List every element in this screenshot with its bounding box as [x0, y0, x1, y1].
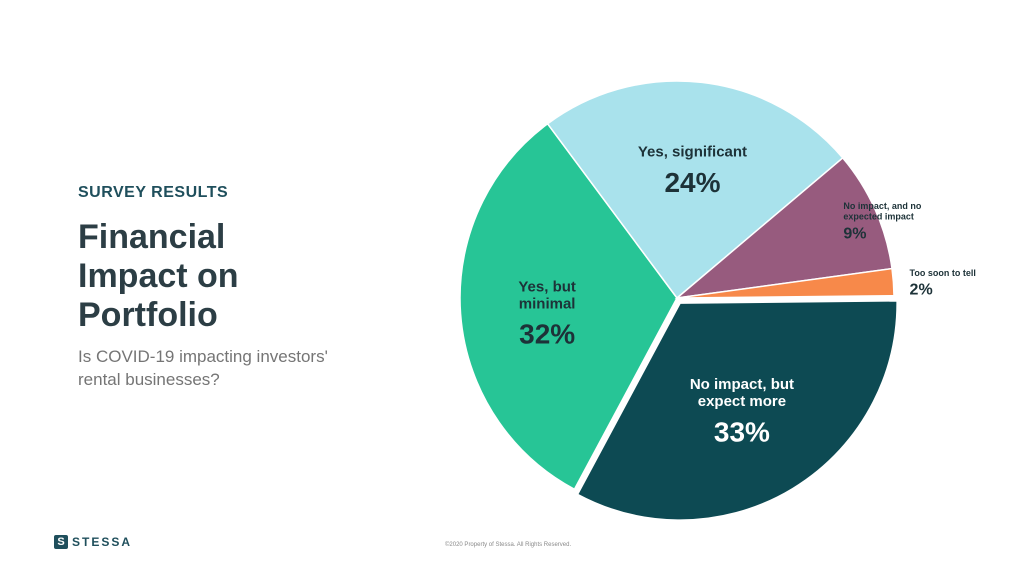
- slice-percent-0: 33%: [714, 416, 770, 447]
- pie-slice-2: [546, 80, 844, 300]
- subtitle: Is COVID-19 impacting investors' rental …: [78, 347, 328, 389]
- slice-label-2: Yes, significant 24%: [638, 144, 747, 198]
- slice-percent-2: 24%: [664, 167, 720, 198]
- slice-category-2-line-0: Yes, significant: [638, 144, 747, 161]
- brand-name: STESSA: [72, 535, 133, 549]
- kicker: SURVEY RESULTS: [78, 184, 229, 201]
- slice-category-4-line-0: Too soon to tell: [910, 268, 976, 278]
- title-line-1: Financial: [78, 218, 226, 256]
- slice-percent-1: 32%: [519, 319, 575, 350]
- title-block: SURVEY RESULTS Financial Impact on Portf…: [78, 184, 408, 391]
- slice-category-3-line-0: No impact, and no: [843, 201, 922, 211]
- pie-slice-1: [459, 122, 678, 491]
- page-title: Financial Impact on Portfolio: [78, 218, 408, 335]
- slice-label-4: Too soon to tell 2%: [910, 268, 976, 299]
- slice-category-3-line-1: expected impact: [843, 212, 914, 222]
- pie-slice-3: [674, 156, 893, 300]
- title-line-2: Impact on: [78, 257, 239, 295]
- logo-mark-icon: S: [54, 535, 68, 549]
- copyright: ©2020 Property of Stessa. All Rights Res…: [445, 542, 572, 548]
- slice-percent-4: 2%: [910, 282, 933, 299]
- slice-category-0-line-0: No impact, but: [690, 376, 794, 393]
- slice-category-1-line-1: minimal: [519, 296, 576, 313]
- slice-category-0-line-1: expect more: [698, 393, 786, 410]
- pie-slice-0: [576, 300, 898, 521]
- slice-percent-3: 9%: [843, 225, 866, 242]
- pie-slice-4: [676, 267, 895, 299]
- slice-category-1-line-0: Yes, but: [518, 278, 576, 295]
- brand-logo: S STESSA: [54, 535, 132, 549]
- title-line-3: Portfolio: [78, 296, 218, 334]
